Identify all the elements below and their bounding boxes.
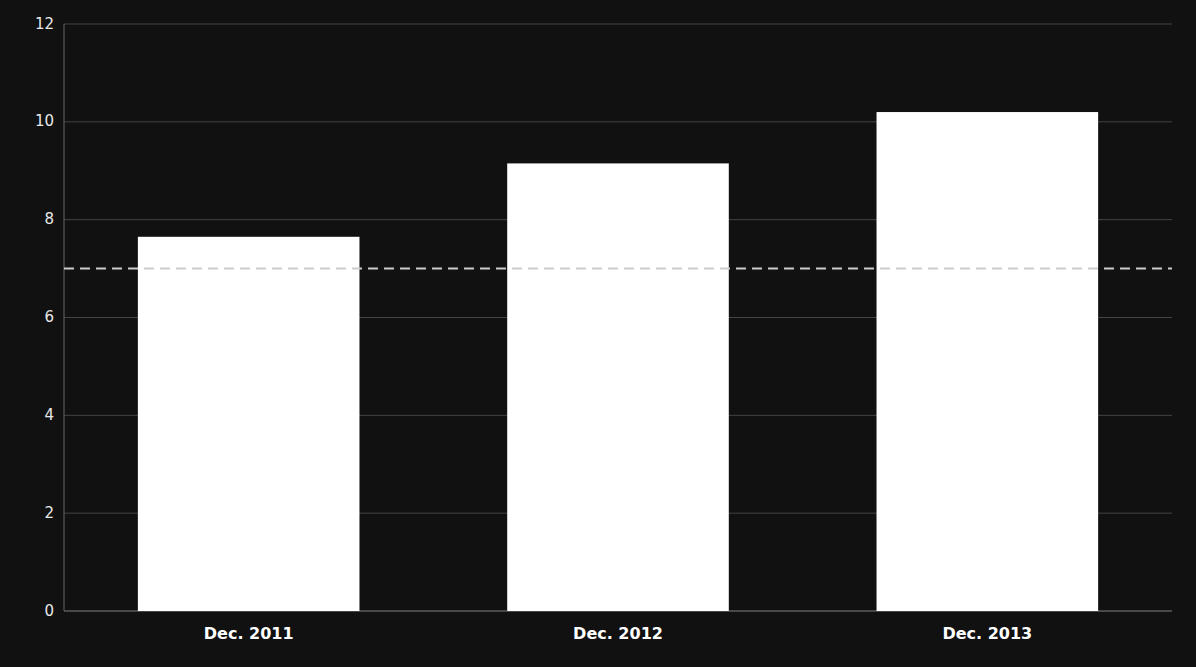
bar bbox=[138, 237, 360, 611]
y-tick-label: 2 bbox=[44, 504, 54, 522]
background bbox=[0, 0, 1196, 667]
bar bbox=[877, 112, 1099, 611]
chart: 0 2 4 6 8 10 12 Dec. 2011 Dec. 2012 Dec. 2013 bbox=[0, 0, 1196, 667]
reference-line-group bbox=[64, 268, 1172, 269]
x-tick-label: Dec. 2012 bbox=[573, 624, 663, 643]
y-tick-label: 6 bbox=[44, 308, 54, 326]
y-axis-line bbox=[64, 24, 65, 611]
bars bbox=[138, 112, 1098, 611]
y-axis: 0 2 4 6 8 10 12 bbox=[35, 15, 1172, 620]
x-axis: Dec. 2011 Dec. 2012 Dec. 2013 bbox=[204, 624, 1032, 643]
grid-line bbox=[64, 24, 1172, 25]
reference-line bbox=[64, 268, 1172, 270]
y-tick-label: 10 bbox=[35, 112, 54, 130]
y-tick-label: 8 bbox=[44, 210, 54, 228]
y-tick-label: 12 bbox=[35, 15, 54, 33]
x-tick-label: Dec. 2011 bbox=[204, 624, 294, 643]
y-tick-label: 0 bbox=[44, 602, 54, 620]
y-tick-label: 4 bbox=[44, 406, 54, 424]
bar bbox=[507, 163, 729, 611]
x-tick-label: Dec. 2013 bbox=[942, 624, 1032, 643]
